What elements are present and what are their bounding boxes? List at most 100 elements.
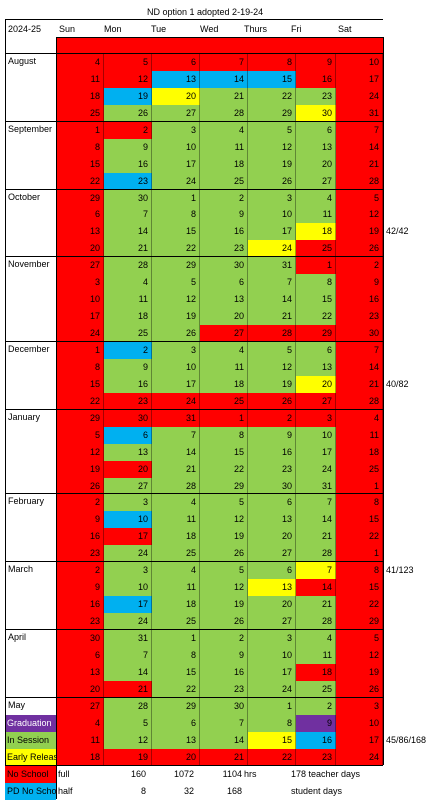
day-cell: 2 (104, 121, 152, 139)
day-cell: 29 (296, 325, 336, 343)
session-day-count: 40/82 (386, 378, 409, 389)
day-cell: 10 (296, 426, 336, 444)
day-cell: 30 (56, 629, 104, 647)
day-cell: 31 (104, 629, 152, 647)
day-cell: 7 (104, 646, 152, 664)
day-cell: 28 (104, 257, 152, 275)
day-cell: 13 (200, 291, 248, 309)
day-cell: 31 (296, 477, 336, 495)
day-cell: 17 (296, 443, 336, 461)
day-cell: 15 (152, 223, 200, 241)
day-cell: 3 (104, 494, 152, 512)
day-cell: 11 (200, 358, 248, 376)
day-cell: 26 (56, 477, 104, 495)
day-cell: 7 (296, 494, 336, 512)
day-cell: 16 (104, 375, 152, 393)
header-spacer-band (56, 37, 383, 54)
day-cell: 18 (200, 155, 248, 173)
day-cell: 17 (248, 223, 296, 241)
day-cell: 26 (248, 392, 296, 410)
day-cell: 14 (296, 579, 336, 597)
day-cell: 7 (248, 274, 296, 292)
day-cell: 12 (200, 511, 248, 529)
day-cell: 24 (152, 392, 200, 410)
day-cell: 4 (56, 54, 104, 71)
day-cell: 23 (336, 308, 383, 326)
day-cell: 20 (152, 87, 200, 105)
day-cell: 28 (296, 545, 336, 563)
day-cell: 11 (200, 138, 248, 156)
day-cell: 12 (336, 206, 383, 224)
day-cell: 5 (200, 494, 248, 512)
day-cell: 4 (56, 714, 104, 732)
month-label: February (8, 496, 45, 507)
day-cell: 20 (248, 528, 296, 546)
day-cell: 30 (104, 409, 152, 427)
grid-border (5, 19, 383, 20)
day-cell: 17 (104, 528, 152, 546)
day-cell: 24 (336, 87, 383, 105)
day-cell: 29 (56, 409, 104, 427)
day-cell: 13 (104, 443, 152, 461)
day-cell: 27 (152, 104, 200, 122)
day-cell: 25 (200, 172, 248, 190)
day-cell: 11 (104, 291, 152, 309)
day-cell: 29 (248, 104, 296, 122)
day-cell: 20 (152, 748, 200, 766)
day-cell: 29 (200, 477, 248, 495)
day-cell: 22 (152, 680, 200, 698)
day-cell: 19 (248, 155, 296, 173)
day-cell: 2 (336, 257, 383, 275)
day-cell: 5 (56, 426, 104, 444)
day-cell: 9 (336, 274, 383, 292)
day-cell: 6 (104, 426, 152, 444)
day-cell: 1 (56, 341, 104, 359)
day-cell: 7 (336, 121, 383, 139)
footer-value: 32 (183, 786, 194, 797)
day-cell: 22 (336, 528, 383, 546)
day-cell: 13 (248, 511, 296, 529)
day-cell: 18 (336, 443, 383, 461)
footer-summary: student days (291, 786, 343, 797)
day-cell: 14 (336, 358, 383, 376)
day-cell: 14 (104, 223, 152, 241)
day-cell: 21 (336, 375, 383, 393)
day-cell: 26 (336, 240, 383, 258)
day-cell: 12 (56, 443, 104, 461)
day-cell: 21 (296, 596, 336, 614)
day-cell: 19 (152, 308, 200, 326)
day-cell: 14 (152, 443, 200, 461)
day-cell: 20 (56, 680, 104, 698)
day-cell: 27 (296, 392, 336, 410)
day-cell: 24 (56, 325, 104, 343)
day-cell: 11 (56, 70, 104, 88)
day-cell: 16 (56, 596, 104, 614)
header-divider (56, 37, 383, 38)
day-cell: 17 (248, 663, 296, 681)
day-cell: 18 (296, 223, 336, 241)
day-header-wed: Wed (200, 24, 219, 34)
day-cell: 26 (200, 613, 248, 631)
day-cell: 24 (248, 240, 296, 258)
day-cell: 14 (336, 138, 383, 156)
day-cell: 2 (248, 409, 296, 427)
day-cell: 15 (296, 291, 336, 309)
day-cell: 25 (336, 460, 383, 478)
day-cell: 16 (296, 70, 336, 88)
day-cell: 4 (296, 629, 336, 647)
day-cell: 18 (56, 748, 104, 766)
day-cell: 23 (200, 680, 248, 698)
day-cell: 17 (336, 70, 383, 88)
day-cell: 22 (56, 392, 104, 410)
day-cell: 22 (56, 172, 104, 190)
day-cell: 8 (336, 562, 383, 580)
day-cell: 17 (336, 731, 383, 749)
day-cell: 11 (56, 731, 104, 749)
day-cell: 12 (200, 579, 248, 597)
month-label: November (8, 259, 50, 270)
day-cell: 25 (104, 325, 152, 343)
day-cell: 2 (104, 341, 152, 359)
day-cell: 31 (336, 104, 383, 122)
day-cell: 14 (200, 70, 248, 88)
day-cell: 7 (200, 714, 248, 732)
